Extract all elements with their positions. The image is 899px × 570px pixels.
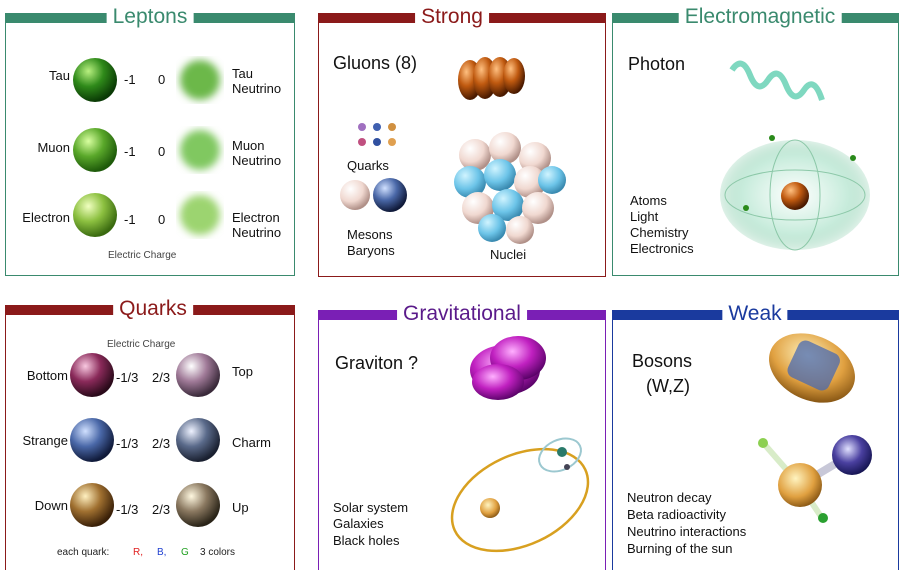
quarks-panel <box>5 310 295 570</box>
quark-name: Charm <box>232 435 272 450</box>
baryon <box>373 178 407 212</box>
neutrino-name: Electron Neutrino <box>232 210 282 240</box>
lepton-name: Muon <box>37 140 70 155</box>
quark-name: Down <box>34 498 68 513</box>
planet <box>557 447 567 457</box>
charge: -1/3 <box>116 502 139 517</box>
carrier: Photon <box>628 54 686 74</box>
example: Chemistry <box>630 225 689 240</box>
up-quark <box>176 483 220 527</box>
gravitational-panel <box>318 315 606 570</box>
charm-quark <box>176 418 220 462</box>
electron <box>769 135 775 141</box>
charge: -1 <box>124 212 136 227</box>
quark-name: Up <box>232 500 249 515</box>
proton <box>832 435 872 475</box>
quark-name: Top <box>232 364 253 379</box>
sun <box>480 498 500 518</box>
caption: Electric Charge <box>108 250 177 261</box>
electron-neutrino <box>180 195 220 235</box>
neutrino <box>818 513 828 523</box>
panel-title: Electromagnetic <box>678 5 842 29</box>
carrier: Bosons <box>632 351 693 371</box>
down-quark <box>70 483 114 527</box>
panel-title: Weak <box>722 302 788 326</box>
quark-name: Bottom <box>26 368 68 383</box>
caption: Electric Charge <box>107 339 176 350</box>
electron <box>850 155 856 161</box>
lepton-name: Tau <box>49 68 70 83</box>
color-r: R, <box>133 547 143 558</box>
example: Neutrino interactions <box>627 524 747 539</box>
strong-panel <box>318 18 606 277</box>
charge: 2/3 <box>152 502 171 517</box>
panel-title: Strong <box>415 5 489 29</box>
carrier: Gluons (8) <box>333 53 418 73</box>
leptons-panel <box>5 18 295 276</box>
label: Quarks <box>347 158 389 173</box>
nucleus <box>781 182 809 210</box>
charge: 2/3 <box>152 436 171 451</box>
bottom-quark <box>70 353 114 397</box>
neutron <box>778 463 822 507</box>
example: Beta radioactivity <box>627 507 726 522</box>
quark-dots <box>358 123 396 146</box>
strange-quark <box>70 418 114 462</box>
charge: -1 <box>124 144 136 159</box>
label: Mesons <box>347 227 393 242</box>
tau-sphere <box>73 58 117 102</box>
color-g: G <box>181 547 189 558</box>
muon-sphere <box>73 128 117 172</box>
note: 3 colors <box>200 547 236 558</box>
label: Baryons <box>347 243 395 258</box>
graviton <box>470 336 546 400</box>
panel-title: Quarks <box>113 297 193 321</box>
boson <box>769 333 855 403</box>
gluon <box>458 57 525 100</box>
carrier: Graviton ? <box>335 353 419 373</box>
color-b: B, <box>157 547 167 558</box>
meson <box>340 180 370 210</box>
charge: 0 <box>158 72 166 87</box>
charge: 2/3 <box>152 370 171 385</box>
moon <box>564 464 570 470</box>
example: Black holes <box>333 533 400 548</box>
orbit <box>450 447 590 553</box>
electron-sphere <box>73 193 117 237</box>
orbit <box>769 139 821 251</box>
tau-neutrino <box>180 60 220 100</box>
top-quark <box>176 353 220 397</box>
panel-title: Gravitational <box>397 302 527 326</box>
charge: -1/3 <box>116 370 139 385</box>
label: Nuclei <box>490 247 527 262</box>
example: Burning of the sun <box>627 541 733 556</box>
charge: -1/3 <box>116 436 139 451</box>
note: each quark: <box>57 547 110 558</box>
example: Neutron decay <box>627 490 712 505</box>
quark-name: Strange <box>22 433 68 448</box>
neutrino-name: Muon Neutrino <box>232 138 282 168</box>
example: Atoms <box>630 193 667 208</box>
muon-neutrino <box>180 130 220 170</box>
example: Electronics <box>630 241 694 256</box>
nucleus <box>454 132 566 244</box>
orbit <box>724 169 866 221</box>
example: Galaxies <box>333 516 384 531</box>
charge: 0 <box>158 212 166 227</box>
electron <box>743 205 749 211</box>
panel-title: Leptons <box>106 5 194 29</box>
photon-wave <box>729 60 825 101</box>
example: Solar system <box>333 500 409 515</box>
charge: 0 <box>158 144 166 159</box>
charge: -1 <box>124 72 136 87</box>
neutrino-name: Tau Neutrino <box>232 66 282 96</box>
carrier: (W,Z) <box>646 376 690 396</box>
lepton-name: Electron <box>22 210 70 225</box>
electron <box>758 438 768 448</box>
example: Light <box>630 209 659 224</box>
